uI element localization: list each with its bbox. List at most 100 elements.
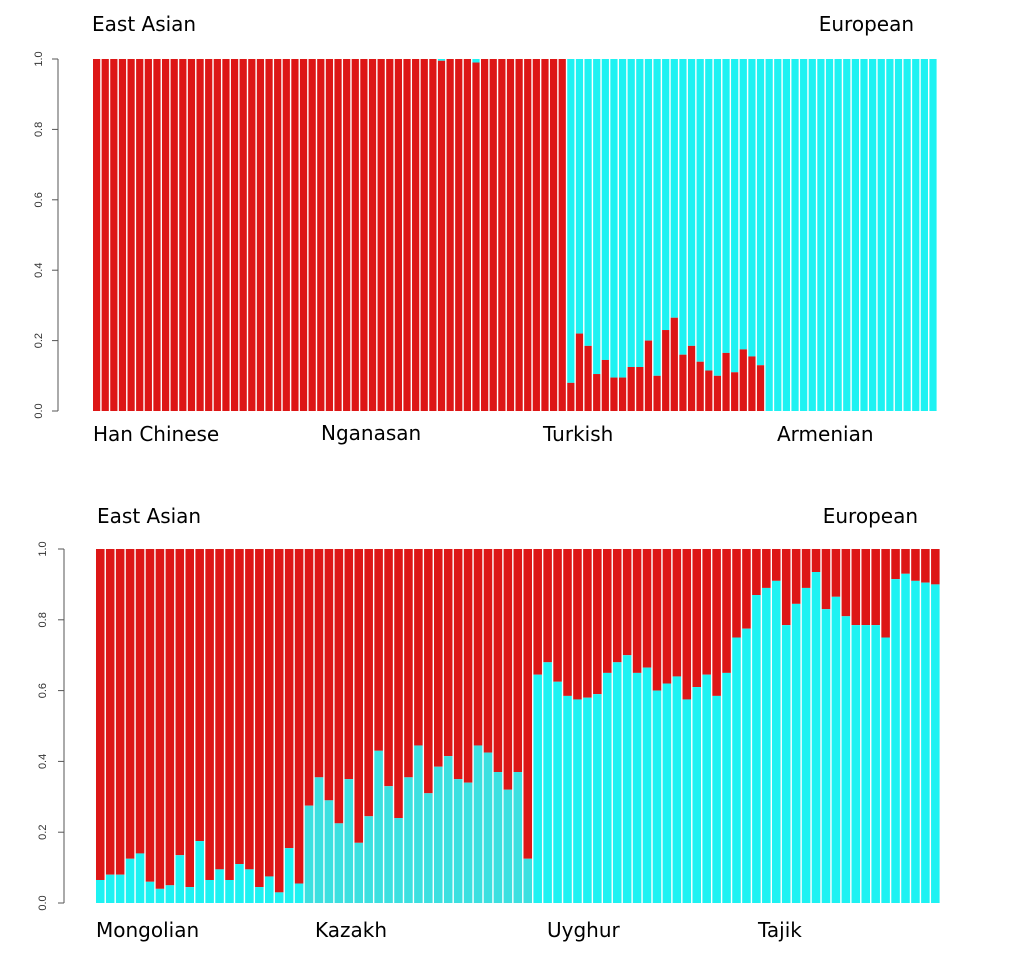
bar-lower-segment xyxy=(762,587,771,903)
bar-lower-segment xyxy=(553,681,562,903)
bar-upper-segment xyxy=(841,549,851,617)
bar-lower-segment xyxy=(344,779,354,903)
bar-lower-segment xyxy=(304,805,314,903)
bar-lower-segment xyxy=(195,841,204,903)
bar-lower-segment xyxy=(662,683,672,903)
bar-lower-segment xyxy=(593,694,602,903)
bar-lower-segment xyxy=(901,573,910,903)
bar-lower-segment xyxy=(682,699,692,903)
bar-upper-segment xyxy=(931,549,940,585)
bar-lower-segment xyxy=(473,745,483,903)
bar-lower-segment xyxy=(558,59,566,411)
bar-upper-segment xyxy=(394,549,403,819)
bar-lower-segment xyxy=(722,672,731,903)
bar-upper-segment xyxy=(265,549,274,877)
bar-lower-segment xyxy=(274,59,282,411)
bar-lower-segment xyxy=(110,59,118,411)
bar-upper-segment xyxy=(314,549,324,778)
bar-upper-segment xyxy=(774,59,782,411)
bar-lower-segment xyxy=(653,375,661,411)
bar-upper-segment xyxy=(533,549,542,675)
bar-lower-segment xyxy=(235,864,244,903)
bar-upper-segment xyxy=(414,549,423,746)
bar-upper-segment xyxy=(851,549,861,626)
bar-lower-segment xyxy=(374,750,383,903)
bar-upper-segment xyxy=(215,549,224,870)
bar-lower-segment xyxy=(532,59,540,411)
bar-upper-segment xyxy=(575,59,584,334)
bar-lower-segment xyxy=(524,59,532,411)
y-tick-label: 0.2 xyxy=(37,825,49,840)
bar-upper-segment xyxy=(364,549,373,817)
bar-lower-segment xyxy=(871,625,880,903)
bar-lower-segment xyxy=(632,672,642,903)
bar-lower-segment xyxy=(627,367,635,411)
y-tick-label: 0.8 xyxy=(37,612,49,627)
bar-upper-segment xyxy=(543,549,552,663)
bar-upper-segment xyxy=(800,59,808,411)
bar-lower-segment xyxy=(603,672,612,903)
bar-lower-segment xyxy=(732,637,741,903)
bar-lower-segment xyxy=(821,609,831,903)
bar-lower-segment xyxy=(105,874,115,903)
bar-lower-segment xyxy=(175,855,185,903)
bar-lower-segment xyxy=(325,59,334,411)
y-axis-top: 0.0 0.2 0.4 0.6 0.8 1.0 xyxy=(33,51,59,419)
bar-lower-segment xyxy=(622,655,632,903)
bar-lower-segment xyxy=(196,59,204,411)
bar-lower-segment xyxy=(831,596,841,903)
bar-lower-segment xyxy=(394,59,403,411)
bar-upper-segment xyxy=(653,59,661,376)
bar-upper-segment xyxy=(903,59,911,411)
bar-upper-segment xyxy=(96,549,105,880)
bar-lower-segment xyxy=(483,752,493,903)
bar-lower-segment xyxy=(414,745,423,903)
bar-lower-segment xyxy=(644,340,653,411)
bar-lower-segment xyxy=(205,879,214,903)
bar-lower-segment xyxy=(377,59,385,411)
bar-upper-segment xyxy=(644,59,653,341)
bar-upper-segment xyxy=(583,549,592,698)
bar-upper-segment xyxy=(662,59,670,331)
bar-lower-segment xyxy=(384,786,393,903)
bar-upper-segment xyxy=(713,59,722,376)
bar-upper-segment xyxy=(791,59,799,411)
bar-lower-segment xyxy=(239,59,247,411)
bar-lower-segment xyxy=(748,356,756,411)
bar-lower-segment xyxy=(135,853,145,903)
bar-upper-segment xyxy=(682,549,692,700)
top-label-european: European xyxy=(819,12,914,36)
bar-lower-segment xyxy=(222,59,230,411)
bar-upper-segment xyxy=(603,549,612,673)
bar-upper-segment xyxy=(702,549,711,675)
bar-lower-segment xyxy=(455,59,463,411)
bar-upper-segment xyxy=(105,549,115,875)
bar-upper-segment xyxy=(670,59,678,318)
bar-upper-segment xyxy=(811,549,821,573)
bar-upper-segment xyxy=(612,549,622,663)
bar-lower-segment xyxy=(612,662,622,903)
bar-lower-segment xyxy=(575,333,584,411)
bar-lower-segment xyxy=(563,695,572,903)
top-label-european: European xyxy=(823,504,918,528)
bar-lower-segment xyxy=(317,59,325,411)
bar-lower-segment xyxy=(610,377,618,411)
population-label-uyghur: Uyghur xyxy=(547,918,621,942)
bar-lower-segment xyxy=(756,365,765,411)
bar-upper-segment xyxy=(344,549,354,780)
bar-upper-segment xyxy=(593,549,602,695)
bar-upper-segment xyxy=(610,59,618,378)
bar-lower-segment xyxy=(742,628,751,903)
bar-lower-segment xyxy=(513,772,523,903)
bar-lower-segment xyxy=(573,699,582,903)
bar-lower-segment xyxy=(368,59,377,411)
bar-upper-segment xyxy=(483,549,493,753)
bar-upper-segment xyxy=(891,549,900,580)
y-tick-label: 0.6 xyxy=(33,192,45,207)
bar-upper-segment xyxy=(185,549,195,888)
bar-upper-segment xyxy=(877,59,885,411)
bar-lower-segment xyxy=(364,816,373,903)
bar-upper-segment xyxy=(791,549,801,604)
bar-lower-segment xyxy=(155,888,165,903)
